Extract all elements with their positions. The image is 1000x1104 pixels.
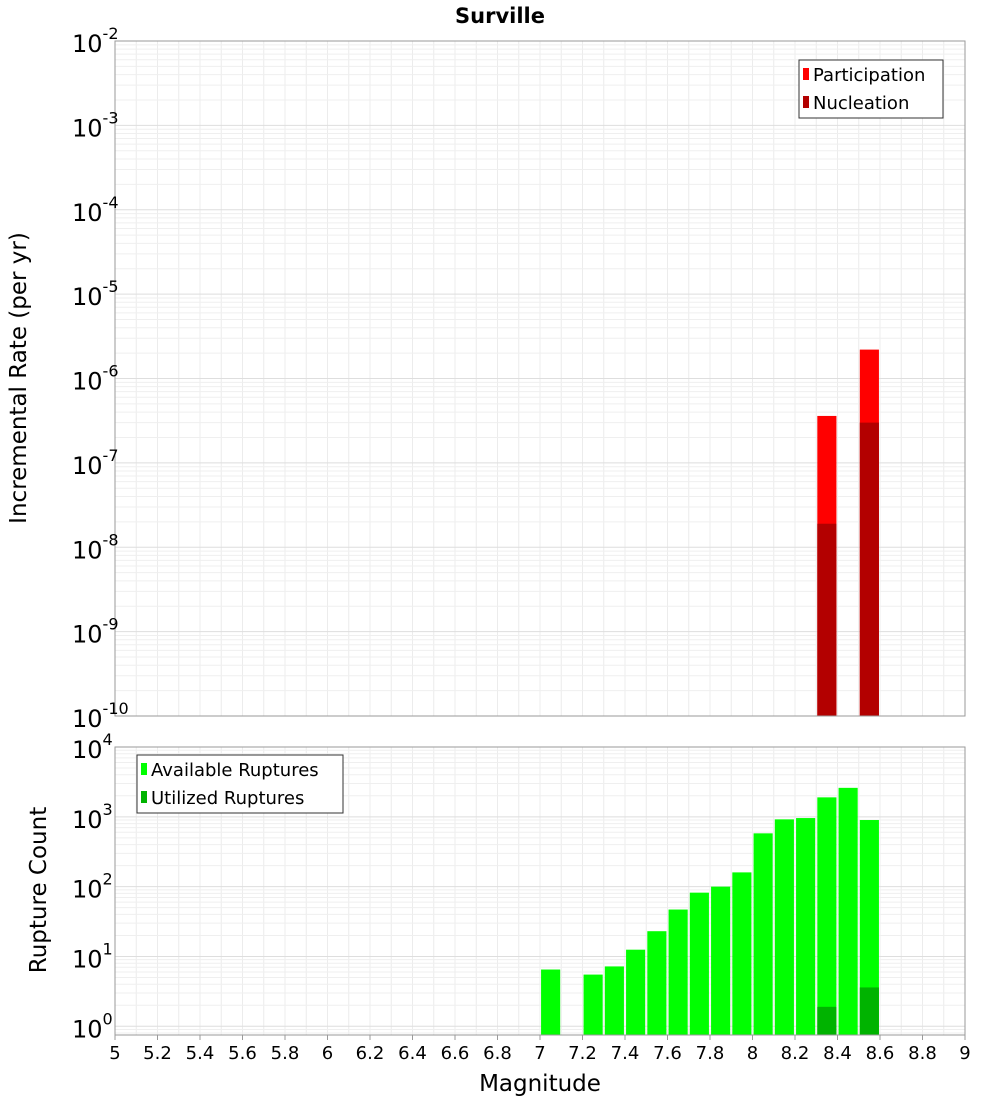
chart-title: Surville <box>455 4 545 28</box>
top-panel: 10-10 10-9 10-8 10-7 10-6 10-5 10-4 10-3 10-2 Par… <box>72 24 966 733</box>
bottom-bar <box>796 818 816 1035</box>
x-tick-label: 8.8 <box>908 1043 937 1064</box>
top-y-tick-exponent: -6 <box>103 362 119 381</box>
top-grid <box>114 40 966 717</box>
top-y-tick-label: 10-8 <box>72 530 119 564</box>
x-tick-label: 7.8 <box>696 1043 725 1064</box>
bottom-legend-label: Utilized Ruptures <box>151 788 304 809</box>
top-y-tick-exponent: -2 <box>103 24 119 43</box>
bottom-bar <box>817 1006 837 1035</box>
top-y-tick-label: 10-6 <box>72 362 119 396</box>
x-tick-label: 5.6 <box>228 1043 257 1064</box>
top-y-axis-label: Incremental Rate (per yr) <box>6 232 32 524</box>
top-y-tick-label: 10-3 <box>72 108 119 142</box>
top-plot-frame <box>114 40 966 717</box>
x-tick-label: 5.4 <box>186 1043 215 1064</box>
x-tick-label: 7.6 <box>653 1043 682 1064</box>
top-y-tick-label: 10-2 <box>72 24 119 58</box>
x-tick-label: 7.4 <box>611 1043 640 1064</box>
bottom-legend-box <box>136 754 344 814</box>
top-series-2 <box>817 422 879 716</box>
top-y-tick-label: 10-4 <box>72 193 119 227</box>
top-y-tick-exponent: -3 <box>103 108 119 127</box>
x-tick-label: 7.2 <box>568 1043 597 1064</box>
top-y-tick-label: 10-5 <box>72 277 119 311</box>
bottom-legend: Available Ruptures Utilized Ruptures <box>136 754 344 814</box>
bottom-bar <box>583 974 603 1035</box>
x-tick-label: 5 <box>109 1043 120 1064</box>
bottom-y-tick-exponent: 1 <box>103 939 113 958</box>
bottom-bar <box>604 966 624 1035</box>
x-tick-label: 6.8 <box>483 1043 512 1064</box>
bottom-y-tick-label: 103 <box>72 800 113 834</box>
bottom-y-tick-exponent: 0 <box>103 1009 113 1028</box>
bottom-y-tick-exponent: 3 <box>103 800 113 819</box>
top-y-tick-exponent: -5 <box>103 277 119 296</box>
bottom-y-tick-label: 102 <box>72 870 113 904</box>
bottom-legend-swatch <box>141 763 147 775</box>
bottom-y-tick-label: 100 <box>72 1009 113 1043</box>
top-bar <box>817 523 837 716</box>
bottom-bar <box>732 872 752 1035</box>
bottom-bar <box>817 797 837 1035</box>
bottom-bar <box>647 931 667 1035</box>
x-tick-label: 6.2 <box>356 1043 385 1064</box>
x-axis-label: Magnitude <box>479 1071 601 1097</box>
x-tick-label: 5.2 <box>143 1043 172 1064</box>
top-y-tick-label: 10-9 <box>72 615 119 649</box>
bottom-y-tick-label: 101 <box>72 939 113 973</box>
bottom-bar <box>668 909 688 1035</box>
bottom-bar <box>626 949 646 1035</box>
x-tick-label: 8.2 <box>781 1043 810 1064</box>
bottom-bar <box>859 820 879 1035</box>
bottom-bar <box>838 787 858 1035</box>
bottom-series-2 <box>817 987 879 1035</box>
bottom-legend-swatch <box>141 791 147 803</box>
x-tick-label: 8 <box>747 1043 758 1064</box>
top-y-tick-label: 10-7 <box>72 446 119 480</box>
top-y-tick-exponent: -4 <box>103 193 119 212</box>
bottom-bar <box>774 819 794 1035</box>
top-y-tick-exponent: -7 <box>103 446 119 465</box>
bottom-legend-label: Available Ruptures <box>151 760 319 781</box>
bottom-bar <box>711 886 731 1035</box>
bottom-y-tick-exponent: 4 <box>103 730 113 749</box>
bottom-y-tick-exponent: 2 <box>103 870 113 889</box>
top-y-tick-label: 10-10 <box>72 699 129 733</box>
top-y-tick-exponent: -8 <box>103 530 119 549</box>
top-y-tick-exponent: -10 <box>103 699 129 718</box>
x-tick-label: 8.4 <box>823 1043 852 1064</box>
top-bar <box>859 422 879 716</box>
x-tick-label: 5.8 <box>271 1043 300 1064</box>
x-tick-label: 6.4 <box>398 1043 427 1064</box>
top-legend-swatch <box>803 96 809 108</box>
x-tick-label: 9 <box>959 1043 970 1064</box>
x-tick-label: 6 <box>322 1043 333 1064</box>
x-tick-label: 8.6 <box>866 1043 895 1064</box>
bottom-bar <box>859 987 879 1035</box>
bottom-y-axis-label: Rupture Count <box>26 807 52 973</box>
bottom-bar <box>753 833 773 1035</box>
top-y-tick-exponent: -9 <box>103 615 119 634</box>
top-legend-box <box>798 59 944 119</box>
bottom-bar <box>689 892 709 1035</box>
bottom-grid <box>114 746 966 1035</box>
bottom-bar <box>541 969 561 1035</box>
top-legend-label: Nucleation <box>813 93 909 114</box>
x-tick-label: 6.6 <box>441 1043 470 1064</box>
bottom-series-1 <box>541 787 879 1035</box>
top-legend-swatch <box>803 68 809 80</box>
x-tick-label: 7 <box>534 1043 545 1064</box>
bottom-y-tick-label: 104 <box>72 730 113 764</box>
top-legend: Participation Nucleation <box>798 59 944 119</box>
top-legend-label: Participation <box>813 65 925 86</box>
